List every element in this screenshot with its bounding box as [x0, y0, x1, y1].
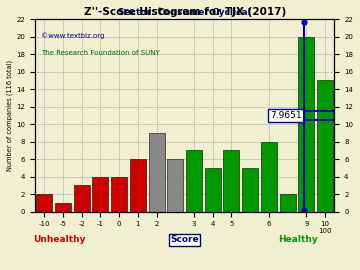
Title: Z''-Score Histogram for TJX (2017): Z''-Score Histogram for TJX (2017) — [84, 7, 286, 17]
Bar — [298, 37, 314, 212]
Bar — [167, 159, 183, 212]
Bar — [186, 150, 202, 212]
Bar — [242, 168, 258, 212]
Text: 7.9651: 7.9651 — [270, 111, 302, 120]
Text: Sector: Consumer Cyclical: Sector: Consumer Cyclical — [118, 8, 251, 17]
Bar — [93, 177, 108, 212]
Bar — [224, 150, 239, 212]
Bar — [149, 133, 165, 212]
Bar — [36, 194, 52, 212]
Bar — [74, 185, 90, 212]
Text: Score: Score — [170, 235, 199, 244]
Text: Unhealthy: Unhealthy — [33, 235, 85, 244]
Bar — [317, 80, 333, 212]
Bar — [55, 203, 71, 212]
Y-axis label: Number of companies (116 total): Number of companies (116 total) — [7, 60, 13, 171]
Bar — [111, 177, 127, 212]
Bar — [261, 141, 277, 212]
Text: Healthy: Healthy — [279, 235, 318, 244]
Bar — [280, 194, 296, 212]
Bar — [130, 159, 146, 212]
Text: The Research Foundation of SUNY: The Research Foundation of SUNY — [41, 50, 160, 56]
Bar — [205, 168, 221, 212]
Text: ©www.textbiz.org: ©www.textbiz.org — [41, 33, 104, 39]
